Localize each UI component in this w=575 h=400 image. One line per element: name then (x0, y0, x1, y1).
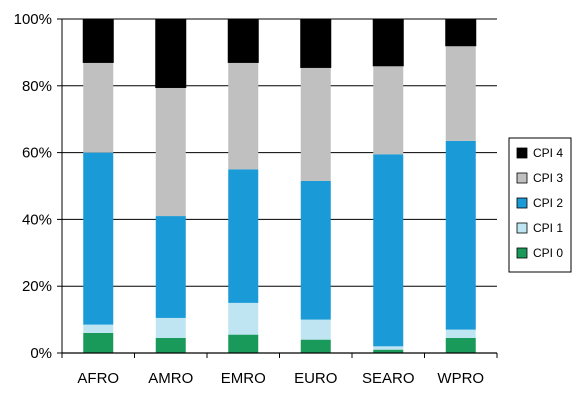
bar-segment-cpi-3 (155, 87, 186, 217)
bar-segment-cpi-0 (155, 337, 186, 353)
bar-segment-cpi-1 (373, 346, 404, 350)
x-category-labels: AFRO AMRO EMRO EURO SEARO WPRO (77, 370, 484, 387)
x-category-label: WPRO (437, 370, 484, 387)
bar-segment-cpi-4 (372, 18, 404, 67)
legend-swatch (516, 172, 528, 184)
bar-segment-cpi-2 (228, 169, 259, 303)
bar-segment-cpi-4 (300, 18, 332, 68)
bar-segment-cpi-2 (300, 180, 331, 320)
axes (57, 18, 498, 358)
bar-segment-cpi-4 (155, 18, 187, 88)
bar-segment-cpi-2 (445, 140, 476, 330)
legend-swatch (516, 247, 528, 259)
y-tick-label: 60% (22, 145, 52, 162)
bar-segment-cpi-1 (445, 329, 476, 338)
legend-swatch (516, 147, 528, 159)
bar-segment-cpi-3 (373, 65, 404, 155)
bars (82, 18, 477, 353)
x-category-label: EMRO (221, 370, 266, 387)
x-category-label: EURO (294, 370, 337, 387)
bar-segment-cpi-3 (445, 45, 476, 141)
legend-label: CPI 4 (533, 146, 563, 160)
bar-stack-amro (155, 18, 187, 353)
y-tick-label: 20% (22, 278, 52, 295)
x-category-label: AMRO (148, 370, 193, 387)
y-tick-label: 0% (30, 345, 52, 362)
y-tick-labels: 0% 20% 40% 60% 80% 100% (14, 11, 52, 362)
x-category-label: AFRO (77, 370, 119, 387)
bar-segment-cpi-4 (227, 18, 259, 63)
bar-stack-wpro (445, 18, 477, 353)
bar-segment-cpi-0 (300, 339, 331, 353)
bar-segment-cpi-3 (300, 67, 331, 181)
gridlines (62, 18, 497, 354)
bar-segment-cpi-2 (155, 216, 186, 318)
y-tick-label: 80% (22, 78, 52, 95)
bar-segment-cpi-0 (445, 337, 476, 353)
bar-segment-cpi-1 (228, 302, 259, 335)
legend-label: CPI 3 (533, 171, 563, 185)
legend-label: CPI 2 (533, 196, 563, 210)
bar-segment-cpi-3 (83, 62, 114, 153)
bar-segment-cpi-4 (445, 18, 477, 47)
bar-segment-cpi-2 (83, 152, 114, 325)
bar-stack-afro (82, 18, 114, 353)
legend-swatch (516, 197, 528, 209)
legend-label: CPI 0 (533, 246, 563, 260)
legend: CPI 4 CPI 3 CPI 2 CPI 1 CPI 0 (508, 137, 572, 273)
bar-segment-cpi-0 (83, 332, 114, 353)
bar-segment-cpi-4 (82, 18, 114, 63)
bar-stack-emro (227, 18, 259, 353)
bar-segment-cpi-1 (83, 324, 114, 333)
bar-stack-euro (300, 18, 332, 353)
bar-segment-cpi-0 (373, 349, 404, 353)
bar-segment-cpi-1 (155, 317, 186, 338)
y-tick-label: 40% (22, 211, 52, 228)
bar-stack-searo (372, 18, 404, 353)
legend-label: CPI 1 (533, 221, 563, 235)
bar-segment-cpi-1 (300, 319, 331, 340)
legend-swatch (516, 222, 528, 234)
bar-segment-cpi-2 (373, 154, 404, 347)
y-tick-label: 100% (14, 11, 52, 28)
x-category-label: SEARO (362, 370, 415, 387)
bar-segment-cpi-3 (228, 62, 259, 170)
bar-segment-cpi-0 (228, 334, 259, 353)
